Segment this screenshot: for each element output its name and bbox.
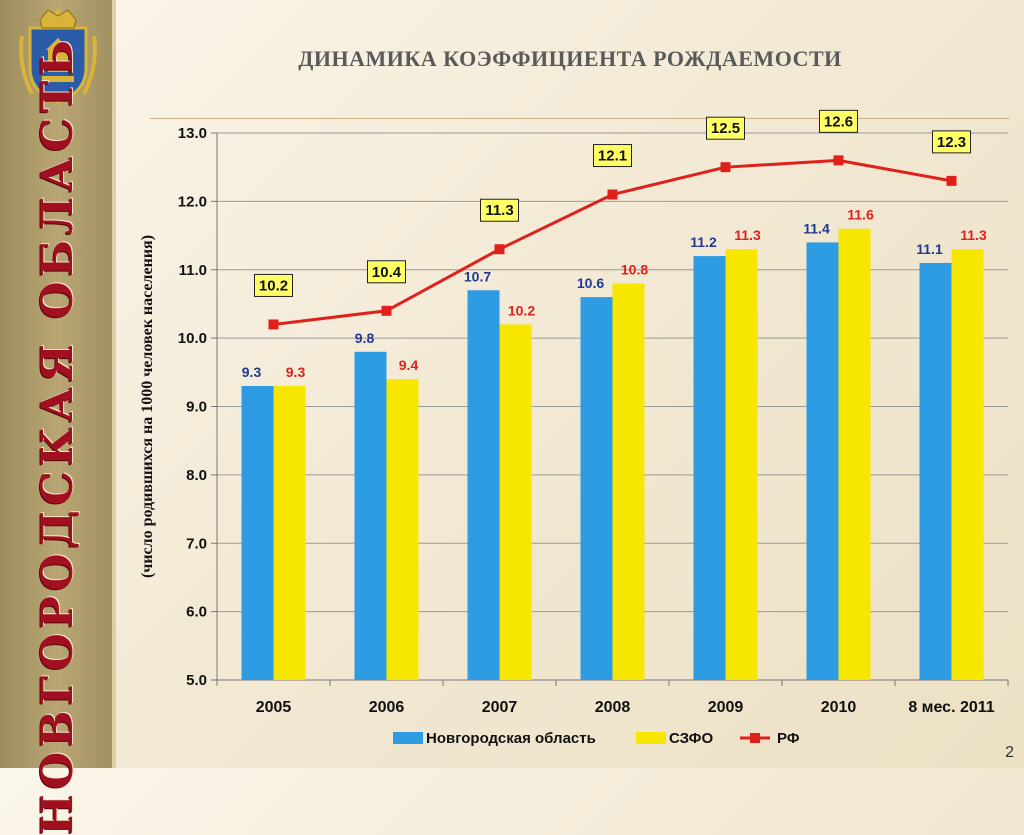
bars — [241, 228, 984, 681]
bar — [580, 297, 613, 680]
rf-data-label: 12.3 — [937, 134, 966, 151]
rf-label-box — [367, 260, 406, 284]
bar — [467, 290, 500, 680]
rf-marker — [833, 155, 844, 166]
data-labels: 9.3 9.8 10.7 10.6 11.2 11.4 11.1 9.3 9.4 10.2 10.8… — [242, 109, 987, 380]
y-tick-label: 12.0 — [178, 193, 207, 210]
y-tick-label: 9.0 — [186, 399, 207, 416]
x-tick-label: 2009 — [708, 699, 744, 716]
legend-label: СЗФО — [669, 730, 713, 747]
bar — [241, 385, 274, 680]
bar-data-label: 11.1 — [916, 241, 943, 257]
rf-line — [268, 155, 957, 330]
bar-data-label: 11.4 — [803, 220, 830, 236]
birth-rate-chart: 5.0 6.0 7.0 8.0 9.0 10.0 11.0 12.0 13.0 2005 2006 2… — [139, 109, 1009, 747]
rf-label-box — [819, 109, 858, 133]
x-tick-label: 2006 — [369, 699, 405, 716]
bar-data-label: 9.8 — [355, 330, 375, 346]
rf-marker — [946, 175, 957, 186]
y-tick-label: 10.0 — [178, 330, 207, 347]
rf-label-box — [932, 130, 971, 154]
y-axis-label: (число родившихся на 1000 человек населе… — [139, 235, 156, 578]
bar-data-label: 9.3 — [286, 364, 306, 380]
bar — [693, 256, 726, 680]
slide-title: ДИНАМИКА КОЭФФИЦИЕНТА РОЖДАЕМОСТИ — [298, 46, 842, 71]
bar — [806, 242, 839, 680]
rf-marker — [381, 305, 392, 316]
bar — [499, 324, 532, 680]
rf-data-label: 10.2 — [259, 277, 288, 294]
rf-marker — [268, 319, 279, 330]
bar — [919, 262, 952, 680]
rf-data-label: 12.5 — [711, 120, 740, 137]
bar — [612, 283, 645, 680]
bar — [725, 249, 758, 681]
x-tick-label: 2007 — [482, 699, 518, 716]
rf-label-box — [593, 144, 632, 168]
legend: Новгородская область СЗФО РФ — [393, 730, 800, 747]
bar-data-label: 9.4 — [399, 357, 419, 373]
bar-data-label: 10.2 — [508, 302, 535, 318]
bar — [838, 228, 871, 680]
bar-data-label: 11.6 — [847, 207, 874, 223]
bar-data-label: 10.7 — [464, 268, 491, 284]
legend-marker — [750, 733, 760, 743]
y-tick-label: 13.0 — [178, 125, 207, 142]
rf-marker — [720, 162, 731, 173]
rf-data-label: 11.3 — [485, 202, 513, 219]
rf-label-box — [254, 273, 293, 297]
title-divider — [150, 118, 1010, 119]
rf-data-label: 12.1 — [598, 148, 627, 165]
y-tick-label: 6.0 — [186, 604, 207, 621]
rf-marker — [607, 189, 618, 200]
bar-data-label: 10.6 — [577, 275, 604, 291]
legend-swatch — [636, 732, 666, 744]
bar-data-label: 11.3 — [734, 227, 761, 243]
y-tick-label: 5.0 — [186, 672, 207, 689]
legend-label: Новгородская область — [426, 730, 596, 747]
y-tick-label: 7.0 — [186, 535, 207, 552]
rf-marker — [494, 244, 505, 255]
x-tick-label: 2005 — [256, 699, 292, 716]
coat-of-arms-icon — [19, 9, 97, 104]
x-tick-label: 8 мес. 2011 — [908, 699, 994, 716]
bar-data-label: 11.2 — [690, 234, 717, 250]
rf-label-box — [706, 116, 745, 140]
rf-label-box — [480, 198, 519, 222]
rf-data-label: 12.6 — [824, 113, 853, 130]
x-tick-label: 2008 — [595, 699, 631, 716]
x-tick-label: 2010 — [821, 699, 857, 716]
y-tick-label: 11.0 — [179, 262, 207, 279]
legend-swatch — [393, 732, 423, 744]
bar-data-label: 10.8 — [621, 261, 648, 277]
bar — [354, 351, 387, 680]
bar — [386, 379, 419, 680]
y-tick-label: 8.0 — [186, 467, 207, 484]
bar — [273, 385, 306, 680]
rf-data-label: 10.4 — [372, 264, 402, 281]
bar-data-label: 11.3 — [960, 227, 987, 243]
bar-data-label: 9.3 — [242, 364, 262, 380]
legend-label: РФ — [777, 730, 800, 747]
page-number: 2 — [1005, 744, 1014, 761]
sidebar: НОВГОРОДСКАЯ ОБЛАСТЬ — [0, 0, 116, 835]
bar — [951, 249, 984, 681]
